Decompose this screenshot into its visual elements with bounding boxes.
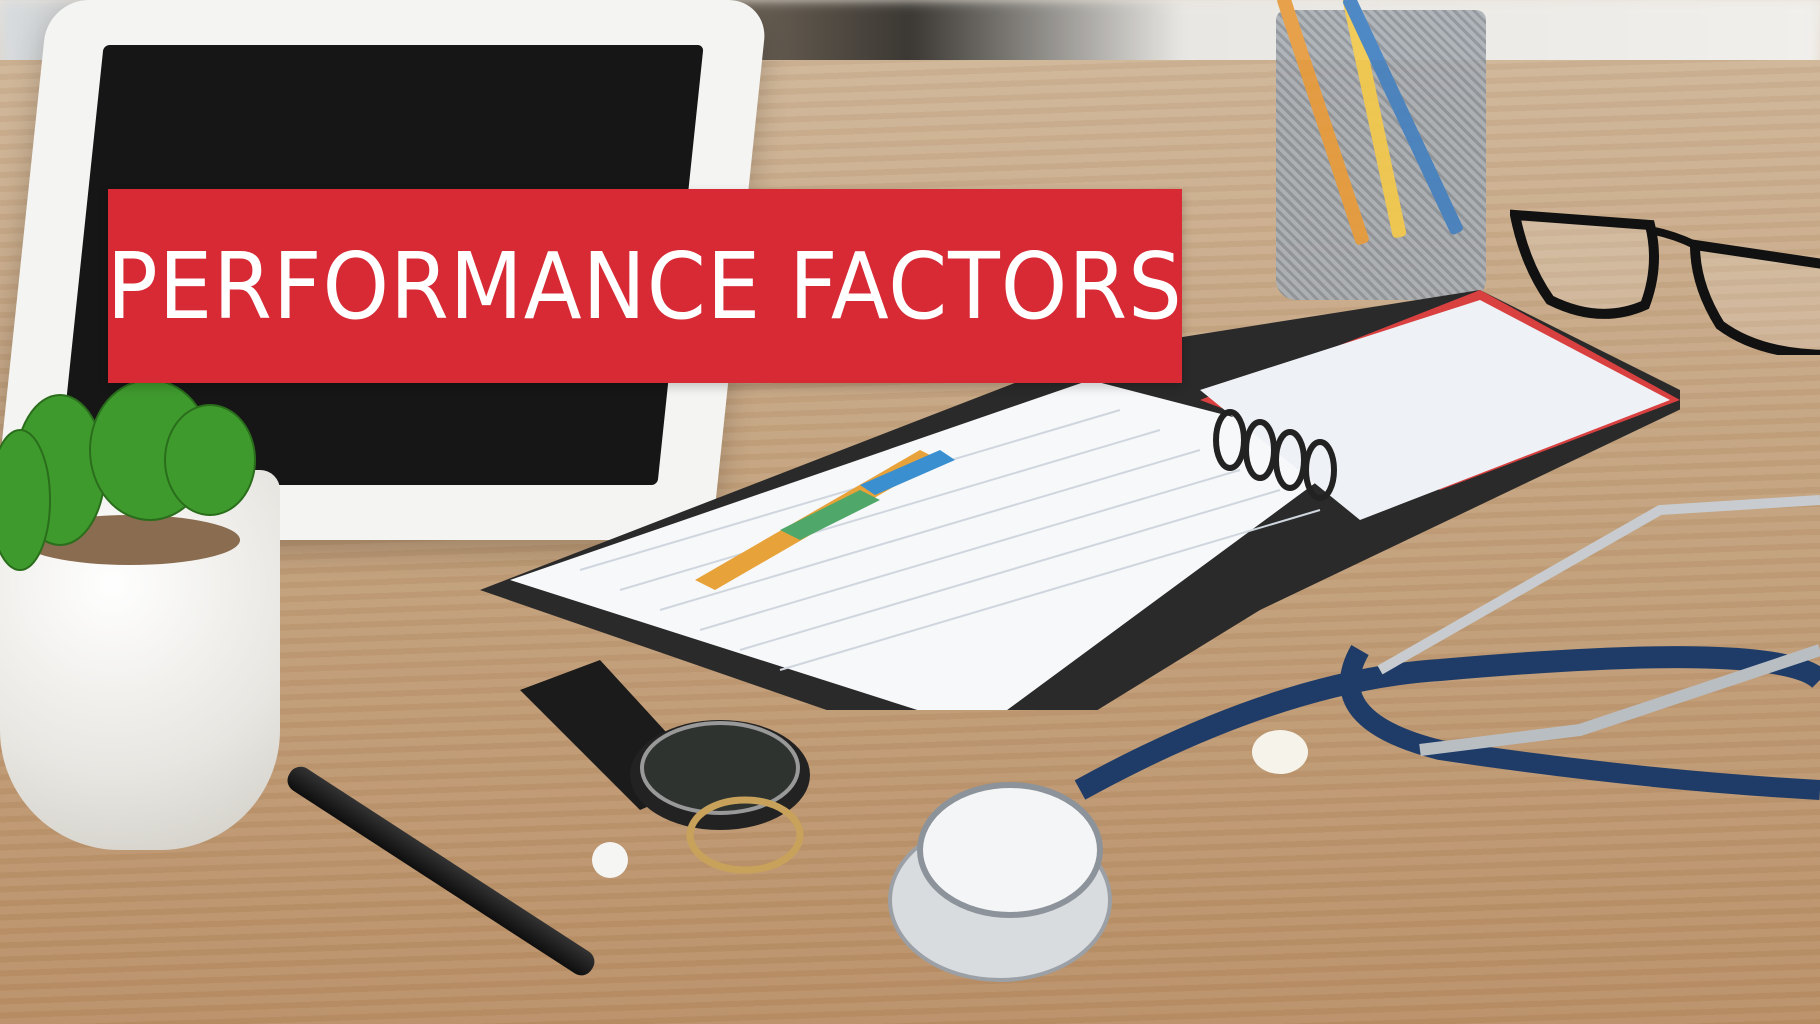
eyeglasses [1510,209,1820,355]
spiral-planner [480,290,1680,710]
wristwatch [520,660,810,878]
stethoscope [888,495,1820,982]
banner-title: PERFORMANCE FACTORS [107,232,1183,340]
pencil [1341,0,1465,236]
pencil-cup [1276,0,1486,300]
potted-succulent [0,379,256,571]
title-banner: PERFORMANCE FACTORS [107,189,1183,383]
